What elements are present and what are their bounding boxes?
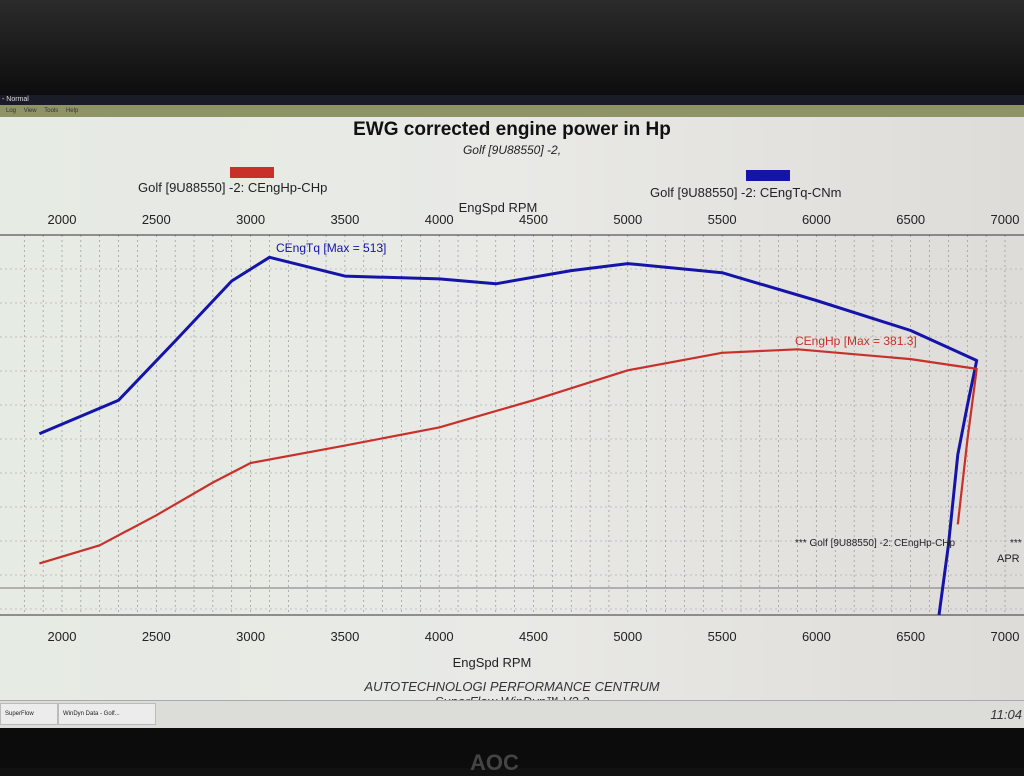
- taskbar-clock: 11:04: [990, 707, 1022, 722]
- x-tick-label-top: 5000: [613, 212, 642, 227]
- x-tick-label-bottom: 7000: [991, 629, 1020, 644]
- x-tick-label-top: 2000: [48, 212, 77, 227]
- x-tick-label-bottom: 2000: [48, 629, 77, 644]
- x-axis-label-top: EngSpd RPM: [459, 200, 538, 215]
- x-tick-label-bottom: 3000: [236, 629, 265, 644]
- annotation-apr: APR: [997, 553, 1020, 565]
- power-max-label: CEngHp [Max = 381.3]: [795, 334, 917, 348]
- annotation-hp-run: *** Golf [9U88550] -2: CEngHp-CHp: [795, 538, 956, 549]
- x-tick-label-bottom: 3500: [330, 629, 359, 644]
- x-tick-label-top: 4000: [425, 212, 454, 227]
- x-tick-label-bottom: 4500: [519, 629, 548, 644]
- annotation-stars: ***: [1010, 538, 1022, 549]
- x-tick-label-bottom: 4000: [425, 629, 454, 644]
- x-tick-label-bottom: 6000: [802, 629, 831, 644]
- monitor-logo: AOC: [470, 750, 519, 776]
- x-tick-label-bottom: 6500: [896, 629, 925, 644]
- x-tick-label-top: 7000: [991, 212, 1020, 227]
- x-tick-label-top: 6500: [896, 212, 925, 227]
- taskbar: SuperFlow WinDyn - [... WinDyn Data - Go…: [0, 700, 1024, 729]
- dyno-chart: 2000 2000 2500 2500 3000 3000 3500 3500 4000 4000…: [0, 0, 1024, 700]
- series-line-cengtq: [39, 257, 976, 615]
- x-tick-label-bottom: 5500: [708, 629, 737, 644]
- x-tick-label-top: 5500: [708, 212, 737, 227]
- taskbar-item-data[interactable]: WinDyn Data - Golf...: [58, 703, 156, 725]
- series-line-cenghp: [39, 349, 976, 563]
- taskbar-item-windyn[interactable]: SuperFlow WinDyn - [...: [0, 703, 58, 725]
- x-tick-label-top: 2500: [142, 212, 171, 227]
- torque-max-label: CEngTq [Max = 513]: [276, 241, 386, 255]
- x-tick-label-top: 3000: [236, 212, 265, 227]
- x-tick-label-top: 3500: [330, 212, 359, 227]
- x-tick-label-top: 6000: [802, 212, 831, 227]
- x-tick-label-bottom: 5000: [613, 629, 642, 644]
- x-tick-label-bottom: 2500: [142, 629, 171, 644]
- x-axis-label-bottom: EngSpd RPM: [453, 655, 532, 670]
